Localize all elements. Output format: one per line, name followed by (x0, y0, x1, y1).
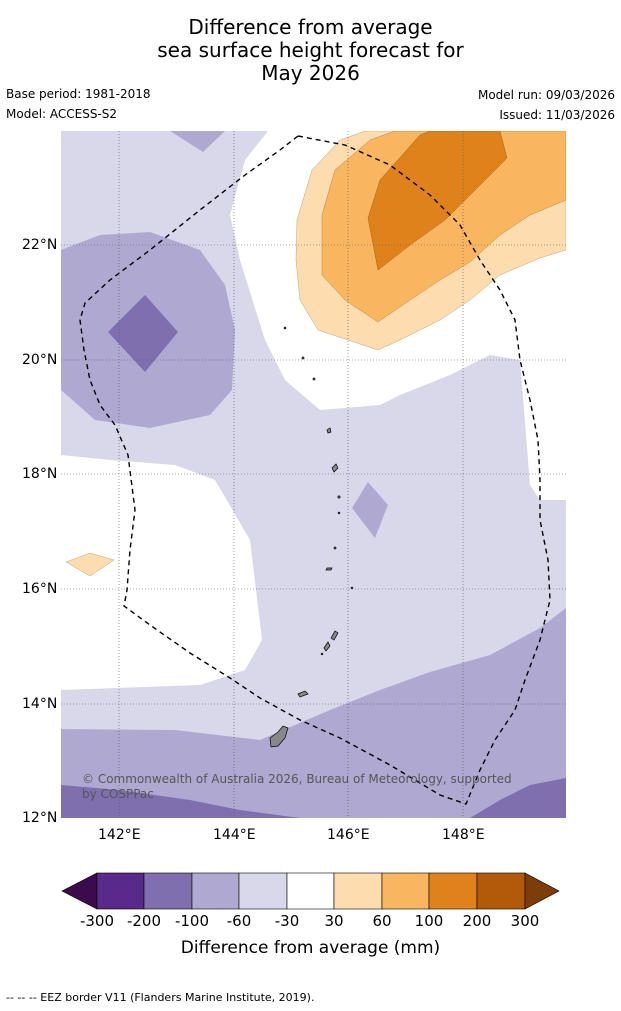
colorbar-bin-1 (96, 872, 145, 910)
issued-date: Issued: 11/03/2026 (499, 108, 615, 122)
colorbar-bin-9 (476, 872, 526, 910)
colorbar-label: 300 (510, 912, 540, 930)
colorbar-bin-8 (428, 872, 478, 910)
island-asuncion (326, 427, 332, 434)
islands (269, 326, 354, 748)
island-small (283, 326, 287, 330)
colorbar-bin-2 (143, 872, 193, 910)
contour-fill-light-orange-west (65, 552, 115, 577)
model-run: Model run: 09/03/2026 (477, 88, 615, 102)
contour-fill-mid-purple-center (352, 482, 388, 538)
colorbar-bin-6 (333, 872, 383, 910)
island-rota (297, 690, 309, 698)
contour-fill-mid-purple-north (170, 131, 225, 152)
lat-label-12n: 12°N (22, 810, 58, 826)
lat-label-22n: 22°N (22, 237, 58, 253)
colorbar-bin-7 (381, 872, 430, 910)
colorbar-bin-3 (191, 872, 240, 910)
eez-border (79, 135, 551, 805)
colorbar-label: 200 (462, 912, 492, 930)
map-contours (61, 131, 566, 818)
lon-label-146e: 146°E (327, 827, 370, 843)
island-pagan (331, 463, 339, 473)
island-saipan (323, 641, 331, 652)
colorbar-label: 100 (414, 912, 444, 930)
lat-label-20n: 20°N (22, 352, 58, 368)
island-small (333, 546, 337, 550)
lon-label-142e: 142°E (98, 827, 141, 843)
lat-label-16n: 16°N (22, 581, 58, 597)
gridlines (61, 131, 566, 818)
island-small (320, 652, 324, 656)
colorbar-label: -200 (126, 912, 162, 930)
island-guam (269, 725, 289, 748)
title-line-1: Difference from average (188, 15, 433, 39)
colorbar-label: -30 (274, 912, 300, 930)
island-small (337, 495, 341, 499)
colorbar-label: 30 (324, 912, 344, 930)
copyright-line-1: © Commonwealth of Australia 2026, Bureau… (82, 772, 512, 786)
lat-label-18n: 18°N (22, 466, 58, 482)
colorbar-label: -300 (79, 912, 115, 930)
copyright-notice: © Commonwealth of Australia 2026, Bureau… (82, 772, 512, 802)
map (61, 131, 566, 818)
chart-title: Difference from average sea surface heig… (0, 16, 621, 85)
model-name: Model: ACCESS-S2 (6, 107, 118, 121)
island-small (301, 356, 305, 360)
colorbar-title: Difference from average (mm) (180, 938, 441, 958)
colorbar-bin-4 (238, 872, 288, 910)
colorbar-extend-min (61, 872, 98, 910)
island-anatahan (325, 567, 333, 571)
base-period: Base period: 1981-2018 (6, 87, 151, 101)
contour-fill-dark-purple-northwest (108, 295, 178, 372)
lon-label-148e: 148°E (442, 827, 485, 843)
colorbar-bin-5 (286, 872, 335, 910)
contour-fill-dark-purple-southeast (470, 778, 566, 818)
title-line-3: May 2026 (261, 61, 360, 85)
island-small (312, 377, 316, 381)
contour-fill-dark-orange (367, 131, 508, 271)
colorbar-label: 60 (372, 912, 392, 930)
contour-neutral-west (61, 455, 262, 690)
colorbar-label: -100 (174, 912, 210, 930)
lon-label-144e: 144°E (213, 827, 256, 843)
copyright-line-2: by COSPPac (82, 787, 154, 801)
colorbar-label: -60 (226, 912, 252, 930)
island-tinian (330, 630, 339, 641)
contour-fill-mid-purple-south (61, 608, 566, 818)
colorbar-extend-max (524, 872, 560, 910)
lat-label-14n: 14°N (22, 696, 58, 712)
contour-fill-dark-purple-southwest (61, 785, 300, 818)
eez-legend: -- -- -- EEZ border V11 (Flanders Marine… (6, 991, 315, 1004)
island-small (337, 511, 341, 515)
title-line-2: sea surface height forecast for (157, 38, 464, 62)
